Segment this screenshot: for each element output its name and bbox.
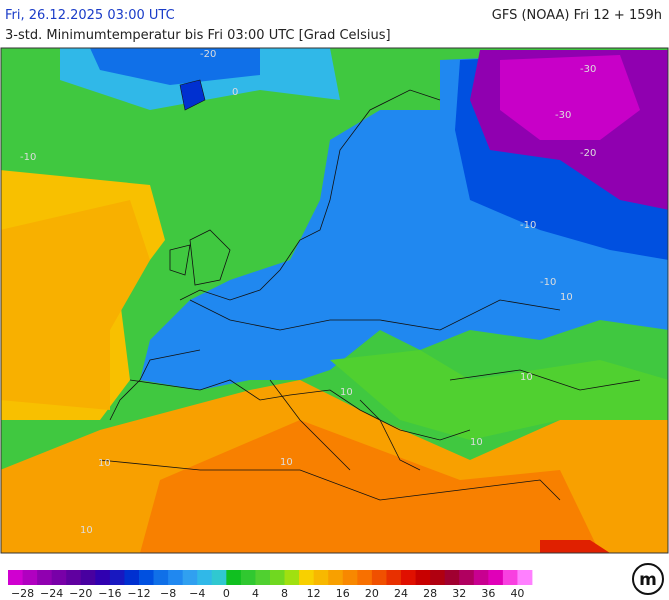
- colorbar-swatch: [168, 570, 184, 585]
- colorbar-swatch: [153, 570, 169, 585]
- colorbar-swatch: [182, 570, 198, 585]
- hot-spot: [540, 540, 610, 553]
- colorbar-label: −24: [40, 587, 63, 600]
- colorbar-label: 24: [394, 587, 408, 600]
- contour-label: -20: [200, 49, 216, 60]
- colorbar-swatch: [328, 570, 344, 585]
- colorbar-swatch: [444, 570, 460, 585]
- colorbar-label: 16: [336, 587, 350, 600]
- colorbar-label: 20: [365, 587, 379, 600]
- colorbar-swatch: [197, 570, 213, 585]
- colorbar-swatch: [22, 570, 38, 585]
- colorbar-swatch: [240, 570, 256, 585]
- colorbar-label: −4: [189, 587, 205, 600]
- colorbar-label: 0: [223, 587, 230, 600]
- colorbar-label: 32: [452, 587, 466, 600]
- colorbar-label: 28: [423, 587, 437, 600]
- colorbar-swatch: [255, 570, 271, 585]
- colorbar-swatch: [37, 570, 53, 585]
- balkans-turkey: [330, 350, 668, 440]
- colorbar-label: 36: [481, 587, 495, 600]
- colorbar-swatch: [95, 570, 111, 585]
- colorbar-swatch: [124, 570, 140, 585]
- colorbar-swatch: [401, 570, 416, 585]
- contour-label: 10: [280, 457, 293, 468]
- contour-label: -10: [540, 277, 556, 288]
- map-frame: [0, 47, 669, 554]
- colorbar-swatch: [371, 570, 387, 585]
- contour-label: 10: [98, 458, 111, 469]
- map: -20 0 -30 -30 -20 -10 -10 -10 10 10 10 10 10 10 10: [0, 47, 669, 554]
- contour-label: -20: [580, 148, 596, 159]
- datetime: Fri, 26.12.2025 03:00 UTC: [5, 8, 175, 23]
- colorbar-swatch: [517, 570, 533, 585]
- contour-label: 10: [560, 292, 573, 303]
- subtitle: 3-std. Minimumtemperatur bis Fri 03:00 U…: [5, 28, 391, 43]
- contour-label: 10: [340, 387, 353, 398]
- model-run: GFS (NOAA) Fri 12 + 159h: [492, 8, 662, 23]
- coldest-core: [500, 55, 640, 140]
- warm-atlantic-core: [1, 200, 150, 410]
- coastlines: [99, 89, 641, 501]
- colorbar-label: −28: [11, 587, 34, 600]
- colorbar-swatch: [430, 570, 446, 585]
- colorbar-label: 12: [307, 587, 321, 600]
- colorbar-swatch: [313, 570, 329, 585]
- cold-arctic: [90, 48, 260, 85]
- colorbar-swatch: [66, 570, 82, 585]
- colorbar-swatch: [299, 570, 315, 585]
- colorbar-swatch: [386, 570, 402, 585]
- colorbar-swatch: [459, 570, 475, 585]
- colorbar-swatch: [211, 570, 227, 585]
- colorbar-label: −12: [127, 587, 150, 600]
- logo: m: [632, 563, 664, 595]
- iceland: [179, 79, 206, 111]
- svg-text:m: m: [639, 570, 657, 590]
- colorbar-label: 40: [510, 587, 524, 600]
- colorbar-label: −20: [69, 587, 92, 600]
- colorbar-swatch: [502, 570, 518, 585]
- contour-label: 10: [80, 525, 93, 536]
- contour-label: -10: [20, 152, 36, 163]
- contour-label: 10: [520, 372, 533, 383]
- colorbar-swatch: [357, 570, 373, 585]
- colorbar-swatch: [226, 570, 242, 585]
- colorbar-swatch: [51, 570, 67, 585]
- colorbar-swatch: [342, 570, 358, 585]
- colorbar-swatch: [8, 570, 23, 585]
- contour-label: 0: [232, 87, 238, 98]
- colorbar-swatch: [139, 570, 154, 585]
- colorbar-swatch: [270, 570, 285, 585]
- colorbar-swatch: [80, 570, 96, 585]
- contour-label: -30: [555, 110, 571, 121]
- colorbar-swatch: [109, 570, 125, 585]
- colorbar-label: 8: [281, 587, 288, 600]
- colorbar-label: −8: [160, 587, 176, 600]
- colorbar-swatch: [415, 570, 431, 585]
- colorbar-label: 4: [252, 587, 259, 600]
- colorbar-swatch: [473, 570, 489, 585]
- warm-mediterranean: [140, 420, 600, 553]
- colorbar-swatch: [488, 570, 504, 585]
- contour-label: -30: [580, 64, 596, 75]
- contour-label: 10: [470, 437, 483, 448]
- colorbar-swatch: [284, 570, 300, 585]
- colorbar: −28 −24 −20 −16 −12 −8 −4 0 4 8 12 16 20 24 28 32 36 40: [8, 570, 533, 600]
- contour-label: -10: [520, 220, 536, 231]
- colorbar-label: −16: [98, 587, 121, 600]
